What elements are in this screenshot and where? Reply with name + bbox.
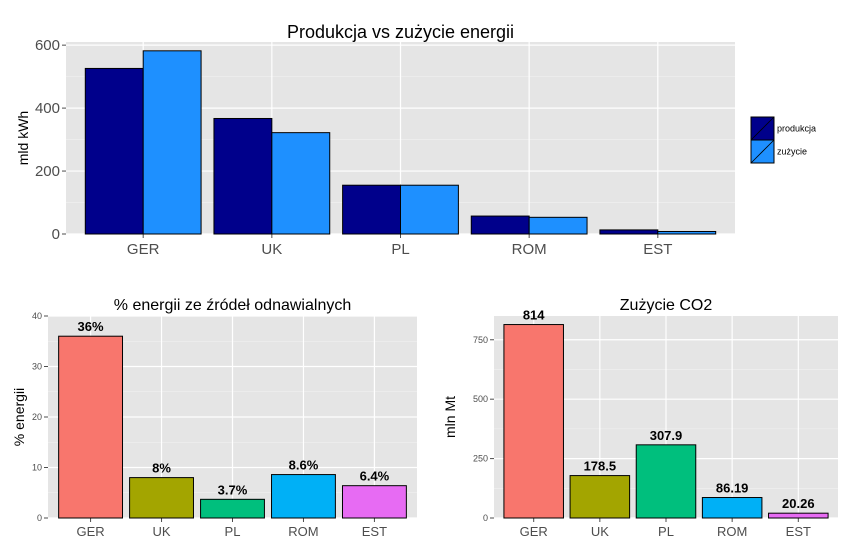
bar-GER bbox=[58, 335, 124, 519]
bar-UK bbox=[569, 475, 631, 519]
chart-title: Zużycie CO2 bbox=[620, 297, 713, 314]
x-tick-label: EST bbox=[643, 241, 672, 258]
y-tick-label: 0 bbox=[37, 513, 42, 523]
data-label: 814 bbox=[523, 308, 545, 323]
x-tick-label: GER bbox=[127, 241, 160, 258]
x-tick-label: ROM bbox=[512, 241, 547, 258]
x-tick-label: ROM bbox=[717, 524, 747, 539]
y-tick-label: 0 bbox=[483, 513, 488, 523]
y-axis-title: mln Mt bbox=[442, 396, 458, 438]
y-axis-title: mld kWh bbox=[15, 111, 31, 165]
y-tick-label: 600 bbox=[35, 37, 60, 54]
bar-produkcja-ROM bbox=[470, 215, 530, 235]
bar-GER bbox=[503, 324, 564, 519]
bar-PL bbox=[635, 444, 697, 519]
bar-UK bbox=[129, 477, 194, 519]
data-label: 178.5 bbox=[584, 459, 617, 474]
chart-2: 0 10 20 30 40 GER UK PL ROM EST 36% 8% 3.7% 8.6% 6.4%%… bbox=[11, 297, 417, 539]
y-tick-label: 500 bbox=[473, 394, 488, 404]
legend-label: produkcja bbox=[777, 124, 816, 134]
x-tick-label: PL bbox=[225, 524, 241, 539]
data-label: 8% bbox=[152, 461, 171, 476]
legend: produkcja zużycie bbox=[750, 116, 816, 164]
x-tick-label: PL bbox=[391, 241, 409, 258]
y-tick-label: 250 bbox=[473, 454, 488, 464]
legend-label: zużycie bbox=[777, 147, 807, 157]
chart-3: 0 250 500 750 GER UK PL ROM EST 814 178.5 307.9 86.1… bbox=[442, 297, 838, 539]
legend-key-slash bbox=[750, 139, 775, 164]
bar-zużycie-GER bbox=[142, 50, 202, 235]
x-tick-label: GER bbox=[520, 524, 548, 539]
bar-produkcja-EST bbox=[599, 229, 659, 235]
bar-zużycie-ROM bbox=[528, 216, 588, 235]
bar-produkcja-UK bbox=[213, 117, 273, 235]
bar-PL bbox=[200, 498, 265, 519]
y-axis-title: % energii bbox=[11, 388, 27, 446]
bar-produkcja-GER bbox=[84, 67, 144, 235]
chart-title: % energii ze źródeł odnawialnych bbox=[114, 297, 351, 314]
y-tick-label: 30 bbox=[32, 362, 42, 372]
data-label: 6.4% bbox=[360, 469, 390, 484]
y-tick-label: 10 bbox=[32, 463, 42, 473]
x-tick-label: EST bbox=[786, 524, 811, 539]
y-tick-label: 40 bbox=[32, 311, 42, 321]
y-tick-label: 20 bbox=[32, 412, 42, 422]
bar-EST bbox=[341, 485, 407, 519]
y-tick-label: 750 bbox=[473, 335, 488, 345]
x-tick-label: UK bbox=[261, 241, 282, 258]
bar-ROM bbox=[701, 497, 763, 519]
data-label: 3.7% bbox=[218, 482, 248, 497]
y-tick-label: 400 bbox=[35, 100, 60, 117]
bar-zużycie-PL bbox=[400, 184, 459, 235]
x-tick-label: GER bbox=[76, 524, 104, 539]
y-tick-label: 200 bbox=[35, 163, 60, 180]
x-tick-label: UK bbox=[153, 524, 171, 539]
data-label: 20.26 bbox=[782, 496, 815, 511]
data-label: 86.19 bbox=[716, 481, 749, 496]
chart-1: 0 200 400 600 GER UK PL ROM EST Produkcja vs zuży… bbox=[15, 22, 816, 258]
chart-title: Produkcja vs zużycie energii bbox=[287, 22, 514, 42]
data-label: 307.9 bbox=[650, 428, 683, 443]
bar-zużycie-UK bbox=[271, 132, 331, 235]
bar-ROM bbox=[271, 474, 336, 519]
x-tick-label: PL bbox=[658, 524, 674, 539]
x-tick-label: UK bbox=[591, 524, 609, 539]
data-label: 36% bbox=[78, 319, 104, 334]
bar-zużycie-EST bbox=[657, 230, 717, 235]
data-label: 8.6% bbox=[289, 458, 319, 473]
x-tick-label: EST bbox=[362, 524, 387, 539]
legend-key-slash bbox=[750, 116, 775, 141]
y-tick-label: 0 bbox=[52, 226, 60, 243]
bar-EST bbox=[768, 512, 829, 519]
bar-produkcja-PL bbox=[342, 184, 402, 235]
x-tick-label: ROM bbox=[288, 524, 318, 539]
